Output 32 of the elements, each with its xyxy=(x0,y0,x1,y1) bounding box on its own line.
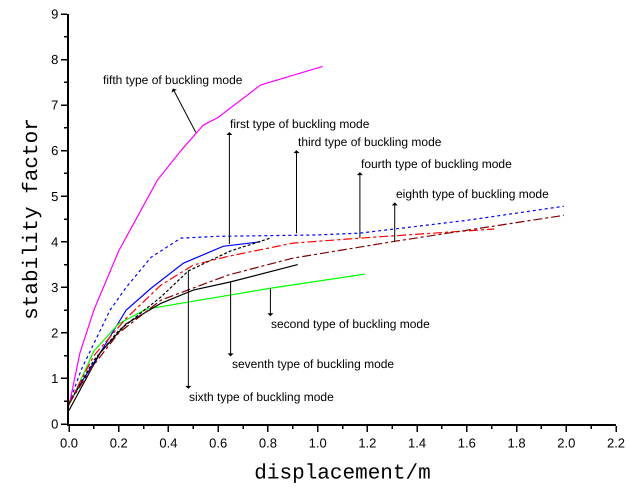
y-tick-label: 4 xyxy=(51,234,58,250)
y-tick-label: 3 xyxy=(51,280,58,295)
x-tick-label: 1.0 xyxy=(308,436,327,451)
y-tick-label: 0 xyxy=(51,416,58,432)
annotation: fourth type of buckling mode xyxy=(361,157,512,171)
x-tick-label: 1.6 xyxy=(458,436,476,451)
x-tick-label: 0.8 xyxy=(258,436,277,451)
x-tick-label: 2.0 xyxy=(557,436,576,451)
annotation: eighth type of buckling mode xyxy=(396,187,550,201)
annotation: third type of buckling mode xyxy=(298,135,442,149)
y-tick-label: 6 xyxy=(51,143,58,158)
y-tick-label: 2 xyxy=(51,325,58,340)
annotation: fifth type of buckling mode xyxy=(103,73,243,87)
y-tick-label: 7 xyxy=(51,98,58,113)
x-axis-title: displacement/m xyxy=(254,462,431,486)
y-axis-title: stability factor xyxy=(20,118,44,320)
annotation: sixth type of buckling mode xyxy=(189,390,334,404)
x-tick-label: 0.4 xyxy=(159,436,178,451)
x-tick-label: 1.4 xyxy=(408,436,426,451)
y-tick-label: 1 xyxy=(51,370,58,386)
x-tick-label: 0.2 xyxy=(110,436,128,451)
x-tick-label: 2.2 xyxy=(606,436,626,451)
annotation: seventh type of buckling mode xyxy=(232,357,394,371)
x-tick-label: 0.0 xyxy=(60,436,78,451)
y-tick-label: 9 xyxy=(51,6,58,22)
x-tick-label: 0.6 xyxy=(209,436,228,451)
annotation: second type of buckling mode xyxy=(271,317,430,331)
x-tick-label: 1.2 xyxy=(358,436,376,451)
x-tick-label: 1.8 xyxy=(508,436,526,451)
y-tick-label: 8 xyxy=(51,52,58,68)
y-tick-label: 5 xyxy=(51,188,58,204)
annotation: first type of buckling mode xyxy=(230,117,370,131)
